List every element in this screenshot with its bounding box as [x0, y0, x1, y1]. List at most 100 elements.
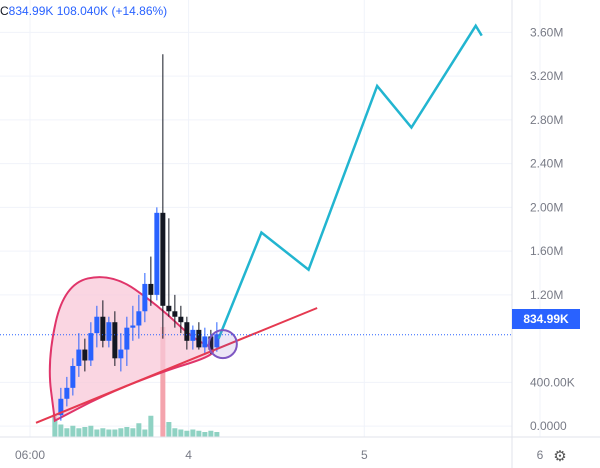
candle-body — [178, 316, 184, 323]
price-tick-label: 2.80M — [530, 113, 563, 127]
volume-bar — [148, 415, 154, 437]
time-tick-label: 4 — [185, 448, 192, 462]
close-value: 834.99K — [8, 4, 54, 18]
candle — [154, 207, 160, 301]
ohlc-legend: C834.99K 108.040K (+14.86%) — [0, 4, 167, 18]
candle-body — [166, 305, 172, 312]
candle-body — [136, 311, 142, 326]
volume-bar — [124, 427, 130, 437]
price-axis[interactable]: 0.0000 400.00K 1.20M 1.60M 2.00M 2.40M 2.80M 3.… — [530, 25, 575, 433]
candle-body — [190, 329, 196, 341]
change-value: 108.040K — [56, 4, 109, 18]
candle-body — [172, 311, 178, 317]
price-tick-label: 400.00K — [530, 375, 575, 389]
candle-body — [112, 322, 118, 359]
candle — [82, 338, 88, 372]
candle — [178, 305, 184, 334]
candle — [172, 294, 178, 328]
candle — [64, 376, 70, 407]
volume-bar — [88, 425, 94, 437]
price-tick-label: 3.60M — [530, 25, 563, 39]
candle — [148, 256, 154, 306]
volume-bar — [58, 424, 64, 437]
candle-body — [154, 212, 160, 295]
volume-bar — [118, 428, 124, 437]
candle-body — [100, 316, 106, 341]
candle — [160, 54, 166, 339]
time-axis[interactable]: 06:00 4 5 6 — [15, 448, 544, 462]
volume-bar — [70, 425, 76, 437]
candle-body — [70, 365, 76, 388]
candle-body — [196, 329, 202, 348]
volume-bar — [184, 430, 190, 437]
price-tick-label: 1.20M — [530, 288, 563, 302]
candle — [190, 325, 196, 350]
volume-bar — [100, 428, 106, 437]
candle-body — [202, 336, 208, 348]
volume-bar — [136, 423, 142, 437]
price-tick-label: 0.0000 — [530, 419, 567, 433]
time-tick-label: 5 — [361, 448, 368, 462]
candle — [94, 305, 100, 348]
candle-body — [184, 322, 190, 341]
time-tick-label: 6 — [537, 448, 544, 462]
volume-bar — [166, 422, 172, 437]
candle — [100, 300, 106, 348]
candle-body — [58, 398, 64, 416]
candle — [88, 322, 94, 366]
volume-bar — [64, 428, 70, 437]
volume-bar — [196, 430, 202, 437]
volume-bar — [208, 430, 214, 437]
volume-bar — [160, 327, 166, 437]
trendline — [35, 307, 318, 424]
volume-bar — [82, 427, 88, 437]
candle — [70, 358, 76, 396]
candle-body — [118, 349, 124, 359]
candle — [136, 294, 142, 339]
candle-body — [214, 334, 220, 348]
price-tick-label: 2.40M — [530, 157, 563, 171]
volume-bar — [190, 429, 196, 437]
candlesticks — [58, 54, 220, 421]
candle-body — [76, 349, 82, 366]
close-prefix: C — [0, 4, 9, 18]
price-tick-label: 1.60M — [530, 244, 563, 258]
candle-body — [88, 333, 94, 361]
gear-icon[interactable]: ⚙ — [553, 448, 567, 465]
candle — [106, 316, 112, 348]
price-tick-label: 2.00M — [530, 200, 563, 214]
volume-bar — [202, 432, 208, 437]
candle-body — [82, 349, 88, 361]
candle — [118, 333, 124, 372]
volume-bar — [142, 429, 148, 437]
candle — [214, 322, 220, 352]
candle — [112, 311, 118, 366]
candle-body — [124, 327, 130, 350]
time-tick-label: 06:00 — [15, 448, 45, 462]
candle-body — [106, 322, 112, 341]
candle — [124, 316, 130, 366]
highlight-circle — [207, 329, 238, 360]
volume-bar — [106, 429, 112, 437]
volume-bar — [52, 414, 58, 437]
cup-pattern-shape — [48, 276, 214, 423]
candle-body — [148, 283, 154, 295]
candle-body — [94, 316, 100, 334]
candle-body — [130, 325, 136, 328]
candle — [142, 272, 148, 323]
projection-path — [217, 23, 483, 340]
volume-bar — [76, 428, 82, 437]
candle-body — [208, 336, 214, 350]
candle-body — [64, 387, 70, 399]
candle — [184, 316, 190, 350]
volume-bar — [130, 428, 136, 437]
candle — [196, 322, 202, 350]
volume-bar — [172, 428, 178, 437]
volume-bar — [214, 432, 220, 437]
change-percent: (+14.86%) — [111, 4, 168, 18]
volume-bar — [94, 429, 100, 437]
candle — [76, 333, 82, 377]
candle — [166, 218, 172, 317]
candle-body — [160, 212, 166, 306]
